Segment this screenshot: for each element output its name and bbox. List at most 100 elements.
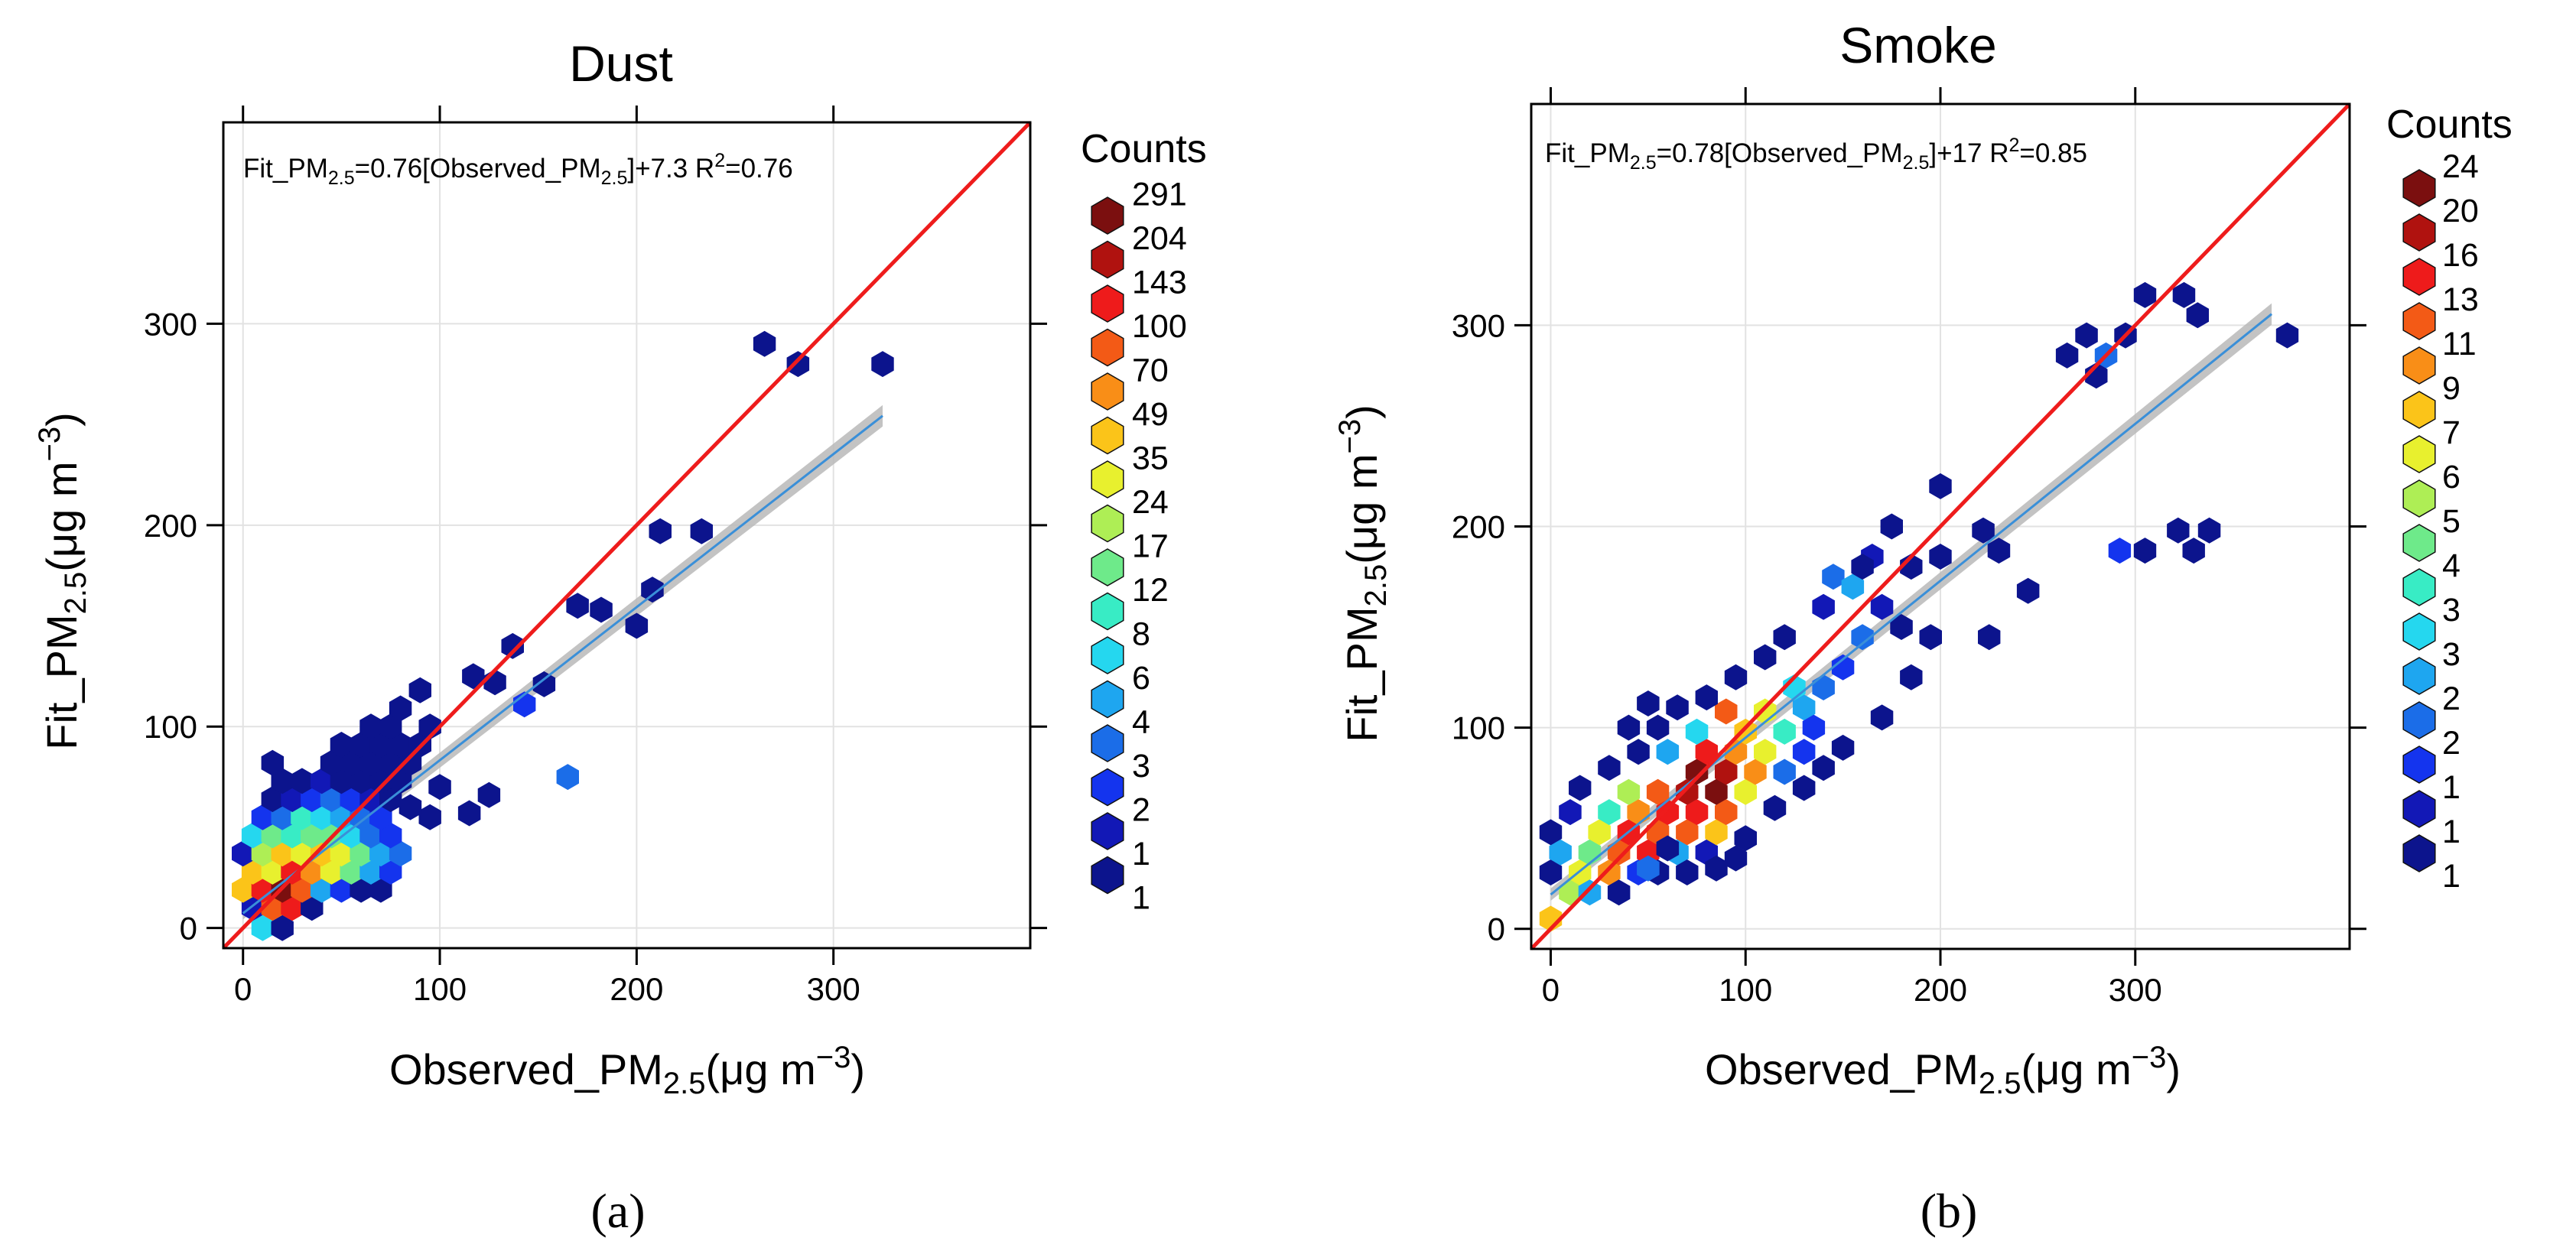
hexbin xyxy=(379,713,402,740)
hexbin xyxy=(1617,778,1641,805)
legend-swatch xyxy=(1091,856,1124,895)
hexbin xyxy=(1744,759,1767,785)
fit-equation: Fit_PM2.5=0.78[Observed_PM2.5]+17 R2=0.8… xyxy=(1545,135,2087,174)
hexbin xyxy=(271,804,294,830)
hexbin xyxy=(2016,577,2040,604)
legend-label: 24 xyxy=(2442,148,2479,185)
legend-label: 24 xyxy=(1132,484,1169,521)
hexbin xyxy=(261,822,285,849)
legend-swatch xyxy=(2402,435,2436,473)
axis-ticks: 0 100 200 300 0 100 200 300 xyxy=(1452,87,2366,1008)
hexbin xyxy=(1773,624,1796,651)
x-axis-label: Observed_PM2.5(μg m−3) xyxy=(389,1041,865,1100)
hexbin xyxy=(271,915,294,941)
hexbin xyxy=(1802,714,1826,741)
legend-swatch xyxy=(2402,391,2436,429)
hexbin xyxy=(1890,614,1913,640)
x-tick-label: 100 xyxy=(413,971,467,1007)
x-tick-label: 300 xyxy=(2109,972,2162,1008)
hexbin xyxy=(1588,819,1611,846)
hexbin xyxy=(1598,799,1621,826)
legend-label: 1 xyxy=(2442,858,2461,895)
hexbin xyxy=(301,822,324,849)
legend-swatch xyxy=(1091,636,1124,674)
hexbin xyxy=(1549,839,1572,866)
hexbin xyxy=(1646,714,1670,741)
legend-label: 100 xyxy=(1132,308,1187,345)
hexbin xyxy=(1841,573,1865,600)
hexbin xyxy=(1685,759,1709,785)
hexbin xyxy=(1676,859,1699,885)
hexbin xyxy=(1695,739,1718,765)
legend: Counts 291 204 143 100 70 49 35 24 17 12 8 6 4 3 2 1 1 xyxy=(1081,127,1207,916)
hexbin xyxy=(271,840,294,867)
legend-label: 49 xyxy=(1132,396,1169,433)
hexbin xyxy=(350,732,372,758)
hexbin xyxy=(359,713,382,740)
hexbin xyxy=(1685,799,1709,826)
hexbin xyxy=(1929,473,1952,499)
hexbin xyxy=(477,781,501,808)
legend-label: 8 xyxy=(1132,616,1150,652)
hexbin xyxy=(1569,775,1592,801)
legend-swatch xyxy=(2402,612,2436,651)
hexbin xyxy=(2133,538,2157,564)
y-tick-label: 100 xyxy=(1452,710,1505,746)
legend-label: 4 xyxy=(2442,547,2461,584)
hexbin xyxy=(320,786,343,813)
hexbin xyxy=(1773,718,1796,745)
legend-title: Counts xyxy=(2386,102,2513,147)
hexbin xyxy=(359,858,382,885)
y-tick-label: 0 xyxy=(180,911,197,947)
hexbin xyxy=(389,732,412,758)
hexbin xyxy=(1724,845,1748,872)
legend-label: 143 xyxy=(1132,264,1187,301)
hexbin xyxy=(457,800,481,827)
hexbin xyxy=(786,351,810,378)
panel-dust: Dust 0 100 200 300 0 100 200 300 Fit_PM2.5=0.76… xyxy=(33,35,1207,1238)
legend-label: 204 xyxy=(1132,220,1187,257)
hexbin xyxy=(1792,775,1816,801)
legend-swatch xyxy=(2402,302,2436,340)
hexbin xyxy=(281,786,304,813)
hexbin xyxy=(291,876,314,903)
hexbin xyxy=(340,858,363,885)
hexbin xyxy=(532,671,556,697)
legend-label: 35 xyxy=(1132,440,1169,476)
legend-swatch xyxy=(2402,169,2436,207)
legend-swatch xyxy=(2402,568,2436,606)
hexbin xyxy=(389,695,412,722)
hexbin xyxy=(330,768,353,794)
hexbin xyxy=(1773,759,1796,785)
hexbin xyxy=(1724,664,1748,690)
hexbin xyxy=(2182,538,2205,564)
x-tick-label: 200 xyxy=(610,971,663,1007)
hexbin xyxy=(501,632,524,659)
legend-label: 12 xyxy=(1132,572,1169,609)
identity-line xyxy=(1530,102,2351,950)
legend-swatch xyxy=(2402,790,2436,828)
hexbin xyxy=(1676,778,1699,805)
hexbin xyxy=(2133,281,2157,308)
hexbin xyxy=(1792,739,1816,765)
hexbin xyxy=(1734,718,1757,745)
hexbin xyxy=(690,518,713,544)
identity-line xyxy=(222,121,1032,950)
panel-label: (b) xyxy=(1921,1184,1978,1238)
x-tick-label: 0 xyxy=(1542,972,1560,1008)
legend-label: 3 xyxy=(2442,636,2461,673)
legend-swatch xyxy=(1091,460,1124,499)
hexbin xyxy=(641,577,664,603)
legend-label: 7 xyxy=(2442,414,2461,451)
hexbin xyxy=(1900,664,1923,690)
legend-swatch xyxy=(1091,284,1124,323)
hexbin xyxy=(408,677,431,703)
hexbin xyxy=(1831,734,1855,761)
hexbin xyxy=(261,858,285,885)
hexbin xyxy=(1978,624,2001,651)
hexbin xyxy=(1607,879,1631,906)
legend-label: 17 xyxy=(1132,528,1169,564)
hexbin xyxy=(1734,825,1757,852)
